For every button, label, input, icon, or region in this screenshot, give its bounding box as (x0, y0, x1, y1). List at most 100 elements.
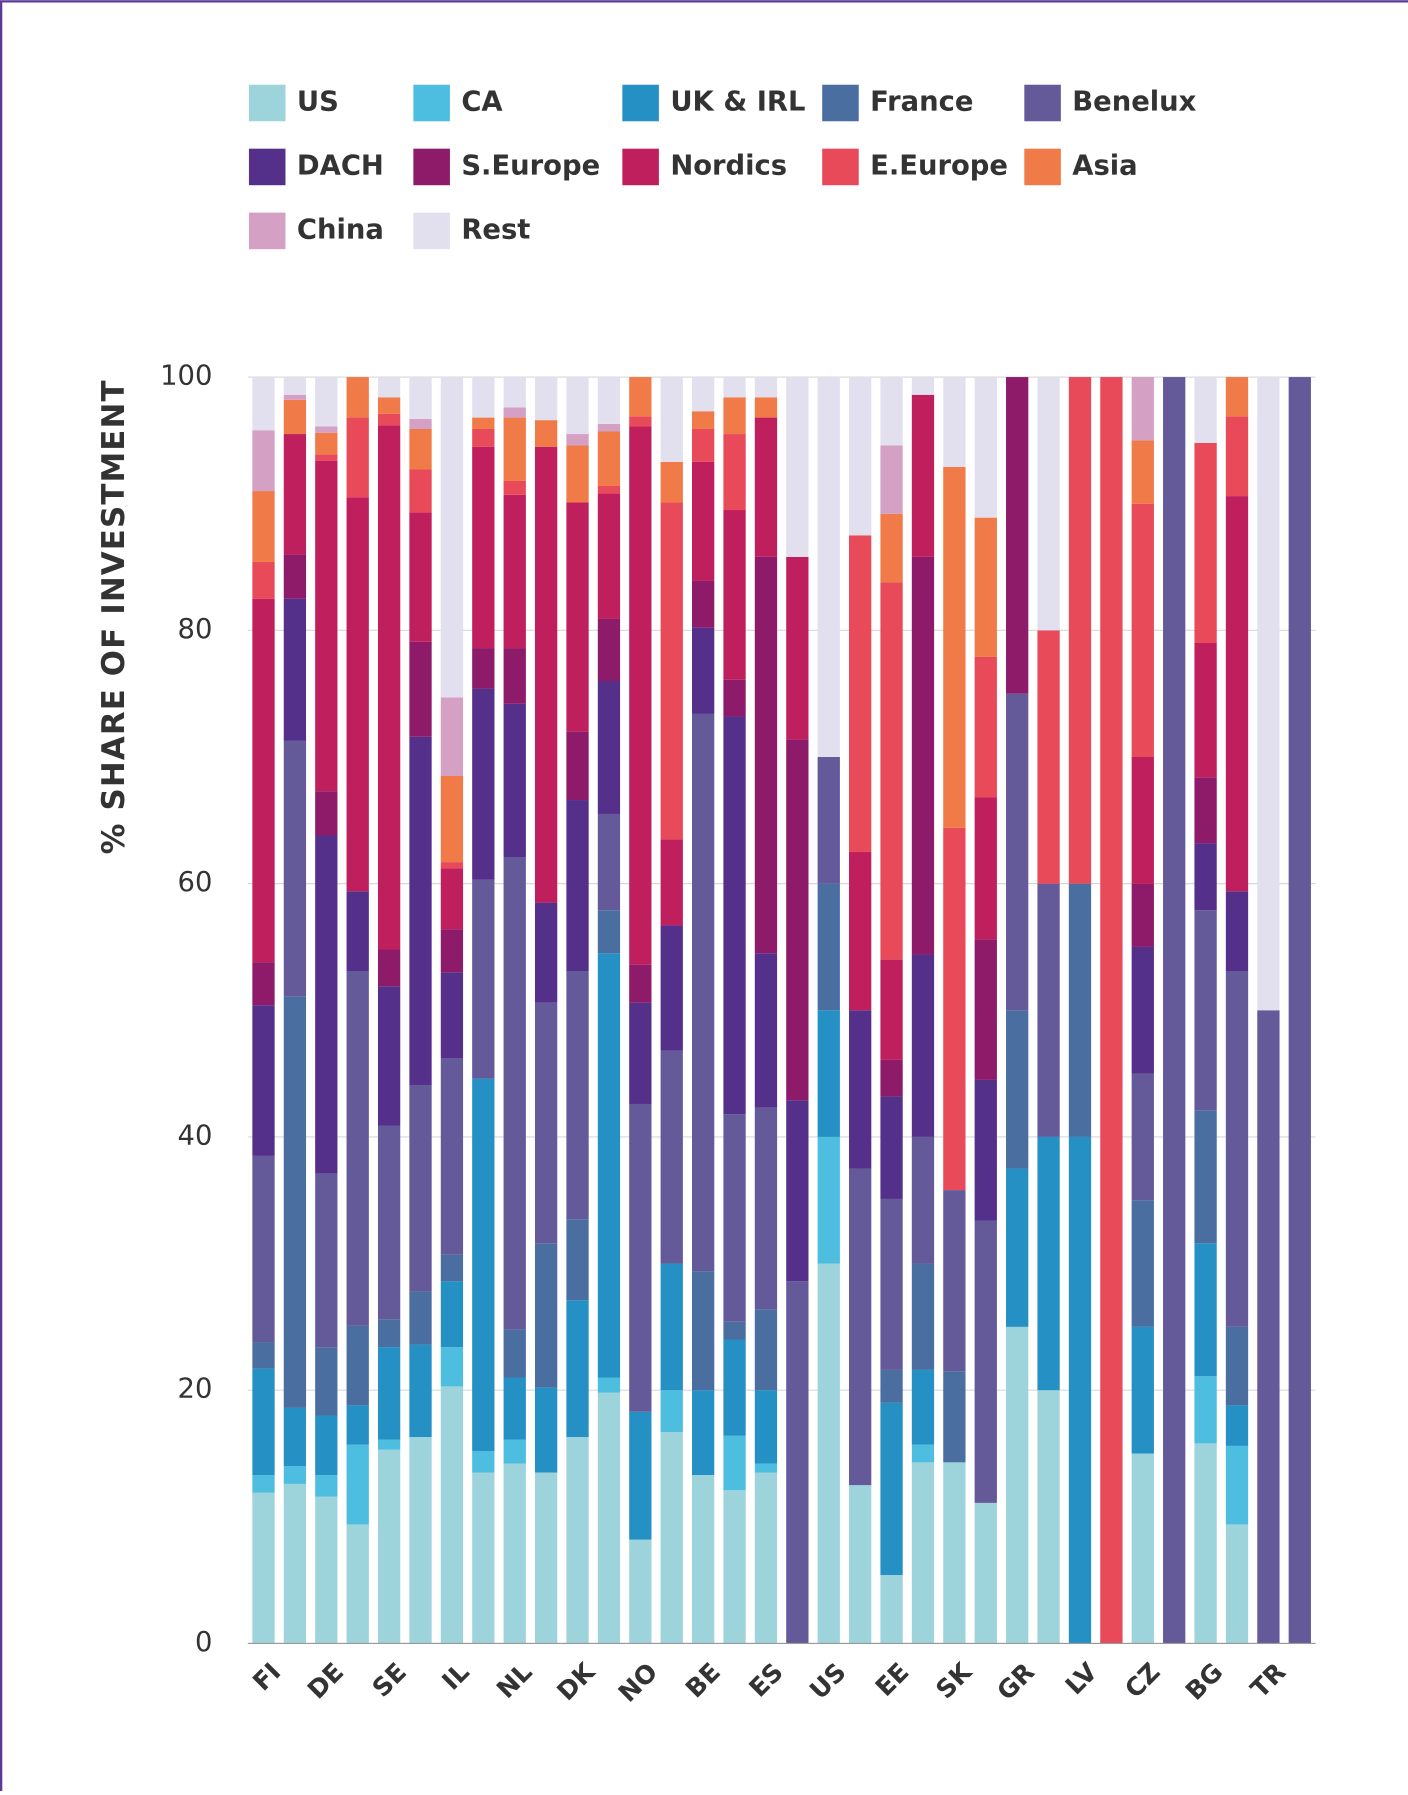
bar-segment (880, 582, 903, 960)
bar-segment (597, 431, 621, 486)
bar-segment (880, 1402, 903, 1576)
bar-segment (566, 1300, 589, 1438)
legend-swatch (413, 148, 450, 186)
bar-segment (660, 1050, 683, 1264)
bar-segment (974, 1079, 997, 1221)
bar-segment (409, 377, 432, 419)
legend-swatch (1024, 148, 1061, 186)
bar-segment (597, 493, 621, 619)
bar-segment (629, 416, 652, 427)
bar-segment (974, 656, 997, 798)
bar-segment (503, 857, 526, 1330)
bar-segment (472, 688, 495, 880)
bar-segment (754, 953, 778, 1108)
bar-segment (315, 1415, 338, 1476)
bar-segment (440, 862, 464, 869)
bar-segment (754, 1463, 778, 1473)
bar-segment (911, 1444, 935, 1463)
bar-segment (503, 703, 526, 858)
bar-segment (1163, 377, 1186, 1644)
legend-label: CA (461, 87, 503, 118)
bar-segment (1194, 1376, 1217, 1444)
bar-segment (283, 740, 307, 997)
bar-segment (974, 797, 997, 940)
bar-segment (723, 1114, 746, 1322)
bar-segment (315, 791, 338, 836)
bar-segment (1131, 1200, 1154, 1327)
x-tick-label: IL (436, 1657, 474, 1695)
bar-segment (346, 377, 369, 418)
bar-segment (691, 713, 715, 1272)
bar-segment (440, 377, 464, 698)
x-tick-label: SE (367, 1657, 412, 1702)
legend-swatch (413, 212, 450, 250)
bar-segment (817, 377, 840, 757)
x-tick-label: LV (1060, 1657, 1104, 1701)
bar-segment (723, 397, 746, 435)
bar-segment (566, 1437, 589, 1644)
bar-segment (629, 1411, 652, 1540)
bar-segment (1225, 377, 1249, 417)
bar-segment (409, 469, 432, 513)
bar-segment (409, 1437, 432, 1644)
bar-segment (566, 377, 589, 435)
bar-segment (1006, 693, 1029, 1011)
bar-segment (817, 1136, 840, 1264)
bar-segment (597, 1392, 621, 1644)
bar-segment (817, 1010, 840, 1137)
bar-segment (283, 1407, 307, 1467)
bar-segment (629, 1539, 652, 1644)
bar-segment (252, 491, 275, 562)
bar-segment (346, 497, 369, 892)
bar-segment (849, 1168, 872, 1486)
bar-segment (566, 1219, 589, 1301)
bar-segment (409, 736, 432, 1085)
bar-segment (691, 428, 715, 462)
bar-segment (660, 502, 683, 840)
legend-label: E.Europe (870, 150, 1008, 181)
bar-segment (691, 580, 715, 628)
bar-segment (503, 1377, 526, 1440)
bar-segment (849, 851, 872, 1011)
bar-segment (283, 1483, 307, 1644)
legend-label: Asia (1072, 150, 1137, 181)
bar-segment (974, 939, 997, 1080)
bar-segment (817, 1263, 840, 1644)
bar-segment (377, 377, 401, 398)
bar-segment (346, 1325, 369, 1406)
bar-segment (503, 1329, 526, 1378)
bar-segment (252, 561, 275, 599)
bar-segment (252, 1155, 275, 1343)
bar-segment (566, 434, 589, 446)
bar-segment (503, 377, 526, 408)
legend-swatch (248, 148, 286, 186)
bar-segment (629, 377, 652, 417)
bar-segment (409, 1084, 432, 1292)
bar-segment (315, 460, 338, 792)
bar-segment (911, 377, 935, 395)
bar-segment (503, 407, 526, 418)
bar-segment (409, 512, 432, 642)
bar-segment (283, 598, 307, 741)
bar-segment (503, 480, 526, 495)
bar-segment (346, 971, 369, 1326)
bar-segment (566, 971, 589, 1220)
x-tick-label: BE (680, 1657, 726, 1703)
bar-segment (691, 461, 715, 581)
bar-segment (723, 434, 746, 511)
bar-segment (974, 377, 997, 518)
bar-segment (346, 1524, 369, 1644)
bar-segment (597, 953, 621, 1378)
legend-label: France (870, 87, 973, 118)
bar-segment (377, 1449, 401, 1644)
bar-segment (377, 425, 401, 950)
bar-segment (1006, 1010, 1029, 1169)
x-tick-label: EE (870, 1657, 915, 1702)
x-tick-label: ES (743, 1657, 788, 1702)
bar-segment (472, 1078, 495, 1451)
bar-segment (1194, 843, 1217, 911)
bar-segment (1194, 1243, 1217, 1377)
bar-segment (1194, 1443, 1217, 1644)
